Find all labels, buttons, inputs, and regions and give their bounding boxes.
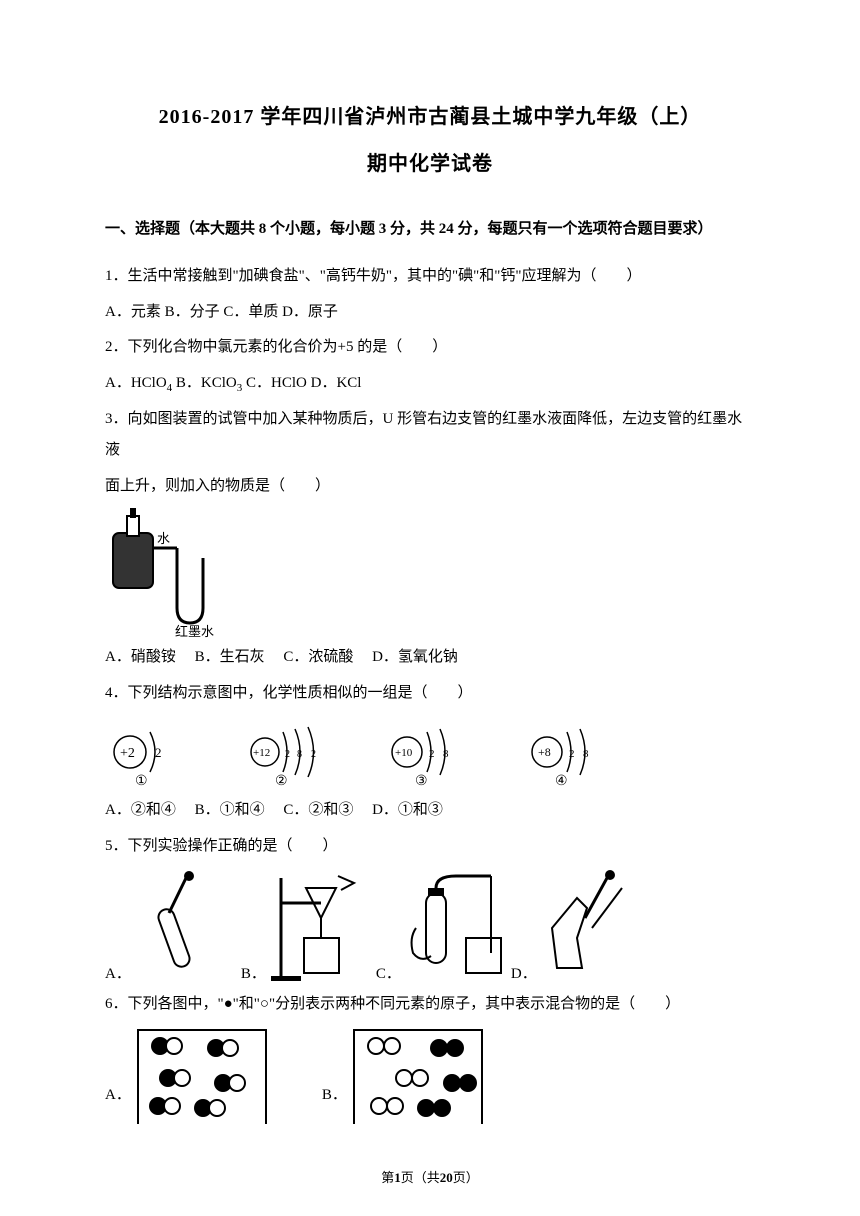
svg-text:③: ③ [415, 774, 428, 787]
q6-label-b: B． [322, 1083, 347, 1104]
q4-options: A．②和④ B．①和④ C．②和③ D．①和③ [105, 795, 755, 827]
q3-options: A．硝酸铵 B．生石灰 C．浓硫酸 D．氢氧化钠 [105, 642, 755, 674]
q6-row: A． B． [105, 1029, 755, 1124]
q4-atoms-row: +2 2 ① +12 2 8 2 ② +10 2 8 ③ [105, 717, 755, 787]
q1-options: A．元素 B．分子 C．单质 D．原子 [105, 297, 755, 329]
q2-options: A．HClO4 B．KClO3 C．HClO D．KCl [105, 368, 755, 400]
q5-img-d [537, 868, 647, 983]
q2-opt-a: A．HClO [105, 375, 167, 391]
q5-label-c: C． [376, 962, 401, 983]
svg-text:2: 2 [155, 745, 162, 760]
svg-text:④: ④ [555, 774, 568, 787]
svg-text:8: 8 [583, 748, 589, 760]
footer-suffix: 页） [453, 1170, 479, 1185]
svg-text:8: 8 [443, 748, 449, 760]
svg-text:+2: +2 [120, 746, 135, 761]
page-footer: 第1页（共20页） [0, 1167, 860, 1186]
q3-text1: 3．向如图装置的试管中加入某种物质后，U 形管右边支管的红墨水液面降低，左边支管… [105, 404, 755, 467]
q5-label-d: D． [511, 962, 537, 983]
q5-row: A． B． C． [105, 868, 755, 983]
q6-text: 6．下列各图中，"●"和"○"分别表示两种不同元素的原子，其中表示混合物的是（ … [105, 989, 755, 1021]
svg-text:+12: +12 [253, 747, 270, 759]
svg-text:①: ① [135, 774, 148, 787]
svg-text:②: ② [275, 774, 288, 787]
section-header: 一、选择题（本大题共 8 个小题，每小题 3 分，共 24 分，每题只有一个选项… [105, 216, 755, 243]
svg-text:2: 2 [569, 748, 575, 760]
q2-opt-b: B．KClO [172, 375, 237, 391]
q4-atom-3: +10 2 8 ③ [385, 717, 475, 787]
q4-atom-1: +2 2 ① [105, 717, 195, 787]
q5-img-a [131, 868, 241, 983]
q5-img-c [401, 868, 511, 983]
q5-img-b [266, 868, 376, 983]
svg-text:+10: +10 [395, 747, 413, 759]
q3-apparatus-diagram: 水 红墨水 [105, 508, 235, 638]
svg-text:红墨水: 红墨水 [175, 624, 214, 638]
svg-text:2: 2 [311, 749, 316, 760]
svg-text:2: 2 [429, 748, 435, 760]
q6-box-a [137, 1029, 267, 1124]
q3-text2: 面上升，则加入的物质是（ ） [105, 471, 755, 503]
svg-text:+8: +8 [538, 745, 551, 759]
q5-label-a: A． [105, 962, 131, 983]
q1-text: 1．生活中常接触到"加碘食盐"、"高钙牛奶"，其中的"碘"和"钙"应理解为（ ） [105, 261, 755, 293]
svg-text:8: 8 [297, 749, 302, 760]
q4-text: 4．下列结构示意图中，化学性质相似的一组是（ ） [105, 678, 755, 710]
q5-text: 5．下列实验操作正确的是（ ） [105, 831, 755, 863]
q4-atom-4: +8 2 8 ④ [525, 717, 615, 787]
footer-total: 20 [440, 1170, 453, 1185]
footer-middle: 页（共 [401, 1170, 440, 1185]
svg-text:2: 2 [285, 749, 290, 760]
title-line-1: 2016-2017 学年四川省泸州市古蔺县土城中学九年级（上） [105, 100, 755, 129]
q2-text: 2．下列化合物中氯元素的化合价为+5 的是（ ） [105, 332, 755, 364]
footer-prefix: 第 [381, 1170, 394, 1185]
svg-text:水: 水 [157, 531, 170, 546]
title-line-2: 期中化学试卷 [105, 147, 755, 176]
q4-atom-2: +12 2 8 2 ② [245, 717, 335, 787]
q5-label-b: B． [241, 962, 266, 983]
q6-box-b [353, 1029, 483, 1124]
q2-opt-c: C．HClO D．KCl [242, 375, 361, 391]
q6-label-a: A． [105, 1083, 131, 1104]
